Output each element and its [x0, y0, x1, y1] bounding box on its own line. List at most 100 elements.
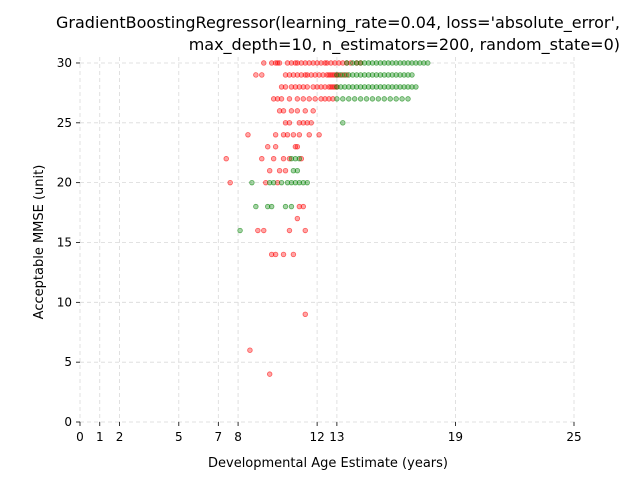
- red-data-point: [320, 72, 326, 78]
- green-data-point: [369, 60, 376, 66]
- green-data-point: [357, 72, 364, 78]
- red-data-point: [304, 72, 310, 78]
- red-data-point: [245, 132, 251, 138]
- red-data-point: [326, 96, 332, 102]
- red-data-point: [298, 72, 305, 78]
- green-data-point: [397, 60, 403, 66]
- red-data-point: [270, 96, 277, 102]
- green-data-point: [389, 72, 395, 78]
- green-data-point: [349, 84, 356, 90]
- green-data-point: [365, 84, 372, 90]
- x-tick-label: 8: [234, 430, 242, 444]
- red-data-point: [300, 96, 306, 102]
- red-data-point: [282, 120, 289, 126]
- green-data-point: [346, 84, 352, 90]
- red-data-point: [306, 96, 312, 102]
- red-data-point: [332, 60, 338, 66]
- green-data-point: [373, 84, 380, 90]
- red-data-point: [282, 84, 289, 90]
- green-data-point: [342, 72, 348, 78]
- red-data-point: [294, 215, 301, 222]
- green-data-point: [346, 96, 352, 102]
- green-data-point: [393, 84, 399, 90]
- green-data-point: [405, 84, 411, 90]
- red-data-point: [282, 167, 289, 174]
- green-data-point: [300, 179, 306, 186]
- green-data-point: [377, 72, 384, 78]
- red-data-point: [322, 96, 328, 102]
- green-data-point: [365, 72, 372, 78]
- x-tick-label: 25: [566, 430, 581, 444]
- green-data-point: [353, 60, 360, 66]
- red-data-point: [300, 84, 306, 90]
- x-tick-label: 5: [175, 430, 183, 444]
- green-data-point: [369, 84, 376, 90]
- red-data-point: [284, 60, 291, 66]
- red-data-point: [294, 108, 301, 114]
- green-data-point: [294, 167, 301, 174]
- green-data-point: [385, 60, 391, 66]
- green-data-point: [282, 203, 289, 210]
- red-data-point: [290, 72, 297, 78]
- red-data-point: [292, 84, 299, 90]
- green-data-point: [393, 72, 399, 78]
- green-data-point: [409, 72, 415, 78]
- x-axis-label: Developmental Age Estimate (years): [208, 456, 448, 471]
- green-data-point: [421, 60, 427, 66]
- red-data-point: [255, 227, 261, 234]
- green-data-point: [387, 96, 393, 102]
- red-data-point: [276, 108, 283, 114]
- x-tick-label: 1: [96, 430, 104, 444]
- red-data-point: [304, 120, 310, 126]
- green-data-point: [340, 120, 346, 126]
- red-data-point: [286, 72, 293, 78]
- y-tick-label: 25: [57, 116, 72, 130]
- green-data-point: [288, 156, 295, 162]
- green-data-point: [237, 227, 243, 234]
- red-data-point: [316, 72, 322, 78]
- green-data-point: [349, 72, 356, 78]
- red-data-point: [300, 120, 306, 126]
- green-data-point: [413, 84, 419, 90]
- red-data-point: [261, 227, 267, 234]
- red-data-point: [302, 60, 308, 66]
- green-data-point: [401, 60, 407, 66]
- red-data-point: [328, 60, 334, 66]
- red-data-point: [278, 96, 285, 102]
- red-data-point: [272, 144, 279, 150]
- red-data-point: [294, 144, 301, 150]
- red-data-point: [280, 251, 287, 258]
- red-data-point: [280, 108, 287, 114]
- red-data-point: [284, 132, 291, 138]
- green-data-point: [405, 60, 411, 66]
- green-data-point: [397, 84, 403, 90]
- green-data-point: [270, 179, 277, 186]
- green-data-point: [393, 96, 399, 102]
- red-data-point: [294, 72, 301, 78]
- green-data-point: [369, 72, 376, 78]
- red-data-point: [223, 156, 229, 162]
- red-data-point: [266, 167, 273, 174]
- red-data-point: [278, 84, 285, 90]
- green-data-point: [342, 84, 348, 90]
- red-data-point: [316, 132, 322, 138]
- red-data-point: [268, 60, 275, 66]
- red-data-point: [261, 60, 267, 66]
- red-data-point: [302, 227, 308, 234]
- green-data-point: [381, 60, 388, 66]
- red-data-point: [265, 144, 271, 150]
- y-tick-label: 15: [57, 235, 72, 249]
- red-data-point: [259, 72, 265, 78]
- green-data-point: [389, 60, 395, 66]
- green-data-point: [284, 179, 291, 186]
- green-data-point: [409, 60, 415, 66]
- red-data-point: [304, 84, 310, 90]
- red-data-point: [308, 72, 314, 78]
- red-data-point: [290, 251, 297, 258]
- red-data-point: [296, 132, 303, 138]
- red-data-point: [270, 156, 277, 162]
- red-data-point: [288, 60, 295, 66]
- green-data-point: [381, 84, 388, 90]
